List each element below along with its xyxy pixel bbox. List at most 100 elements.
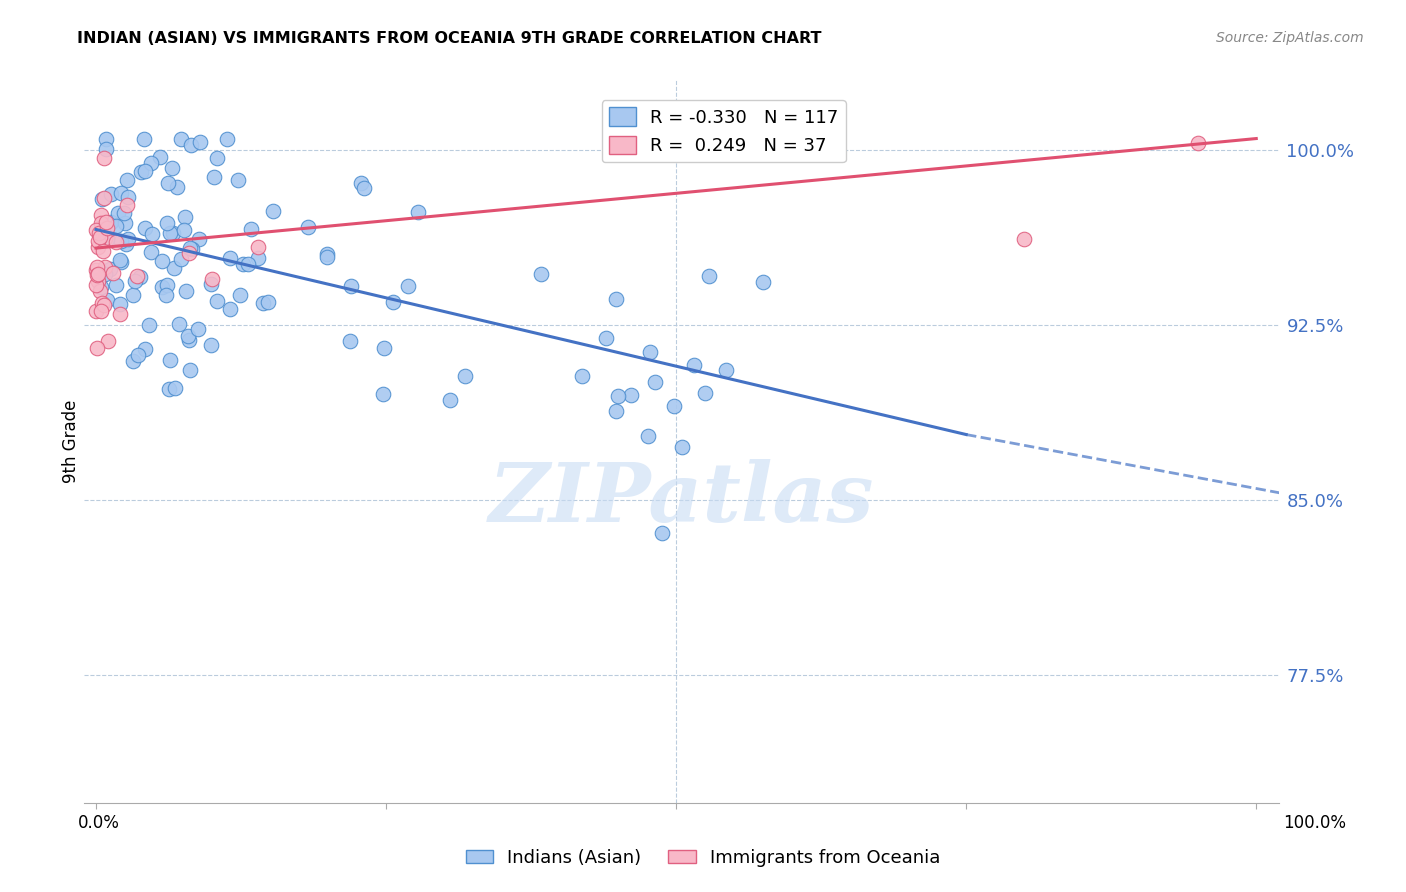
Point [396,279,419,293]
Point [89,226,111,240]
Point [115,173,138,187]
Point [371,387,394,401]
Point [93,191,115,205]
Point [1012,232,1035,246]
Point [215,131,238,145]
Point [439,393,461,408]
Point [170,131,193,145]
Point [605,403,627,417]
Point [108,252,131,267]
Point [141,227,163,242]
Point [180,137,202,152]
Point [373,341,395,355]
Point [207,152,229,166]
Point [100,262,122,277]
Point [87,234,110,248]
Point [339,279,361,293]
Point [207,293,229,308]
Point [200,277,222,292]
Point [382,295,405,310]
Point [716,362,738,376]
Point [246,252,269,266]
Point [131,165,153,179]
Point [97,334,120,348]
Point [100,187,122,202]
Point [697,268,720,283]
Point [651,526,673,541]
Point [187,322,209,336]
Point [134,164,156,178]
Point [179,333,201,347]
Point [637,429,659,443]
Point [93,298,115,312]
Point [90,304,112,318]
Point [125,268,148,283]
Point [752,275,775,289]
Point [87,268,110,282]
Point [406,204,429,219]
Text: 100.0%: 100.0% [1284,814,1346,831]
Point [454,368,477,383]
Point [93,151,115,165]
Point [316,250,339,264]
Point [104,235,127,249]
Point [262,204,284,219]
Point [149,150,172,164]
Point [605,292,627,306]
Point [228,288,250,302]
Point [155,288,177,302]
Point [316,247,339,261]
Point [693,386,716,401]
Point [93,244,115,259]
Point [90,216,112,230]
Point [339,334,361,349]
Point [112,205,135,219]
Point [86,263,108,277]
Point [180,242,202,256]
Point [167,317,190,331]
Point [353,181,375,195]
Point [89,230,111,244]
Point [108,307,131,321]
Point [1187,136,1209,151]
Point [94,267,117,281]
Point [110,254,132,268]
Point [86,268,108,282]
Point [150,279,173,293]
Point [160,161,183,176]
Point [96,215,118,229]
Point [90,280,112,294]
Point [188,135,211,149]
Point [155,278,177,293]
Point [150,254,173,268]
Point [187,232,209,246]
Point [96,232,118,246]
Point [350,176,373,190]
Point [89,284,111,298]
Point [87,274,110,288]
Point [93,260,115,275]
Point [110,235,132,249]
Point [620,388,643,402]
Point [157,382,180,396]
Point [94,231,117,245]
Point [170,252,193,266]
Point [173,223,195,237]
Point [127,348,149,362]
Point [163,381,186,395]
Point [96,131,118,145]
Point [595,331,617,345]
Point [122,288,145,302]
Point [174,284,197,298]
Point [90,192,112,206]
Point [201,272,224,286]
Point [173,210,195,224]
Point [671,440,693,454]
Point [117,190,139,204]
Point [139,156,162,170]
Point [232,257,254,271]
Legend: R = -0.330   N = 117, R =  0.249   N = 37: R = -0.330 N = 117, R = 0.249 N = 37 [602,100,846,162]
Point [644,376,666,390]
Point [530,267,553,281]
Point [226,172,249,186]
